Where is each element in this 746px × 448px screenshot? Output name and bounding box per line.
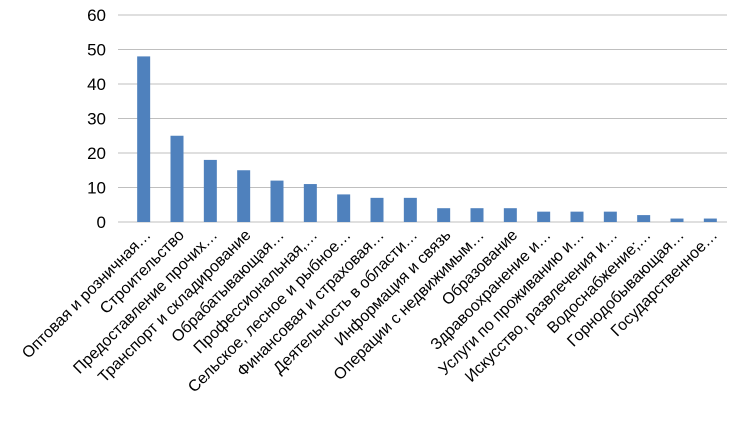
bar (337, 194, 351, 222)
x-tick-label: Предоставление прочих… (70, 227, 221, 378)
bar (370, 197, 384, 222)
bar (170, 135, 184, 222)
bar (670, 218, 684, 222)
bar (303, 184, 317, 222)
bar (470, 208, 484, 222)
bar (270, 180, 284, 222)
y-tick-label: 20 (87, 144, 106, 163)
bar (403, 197, 417, 222)
y-tick-label: 60 (87, 6, 106, 25)
bar (537, 211, 551, 222)
bar (437, 208, 451, 222)
bar (603, 211, 617, 222)
bar (237, 170, 251, 222)
y-tick-label: 0 (97, 213, 106, 232)
y-tick-label: 40 (87, 75, 106, 94)
bar (703, 218, 717, 222)
y-tick-label: 50 (87, 41, 106, 60)
bar (570, 211, 584, 222)
bar (503, 208, 517, 222)
bar (203, 159, 217, 222)
bar (637, 215, 651, 222)
y-tick-label: 10 (87, 179, 106, 198)
bar (137, 56, 151, 223)
y-tick-label: 30 (87, 110, 106, 129)
